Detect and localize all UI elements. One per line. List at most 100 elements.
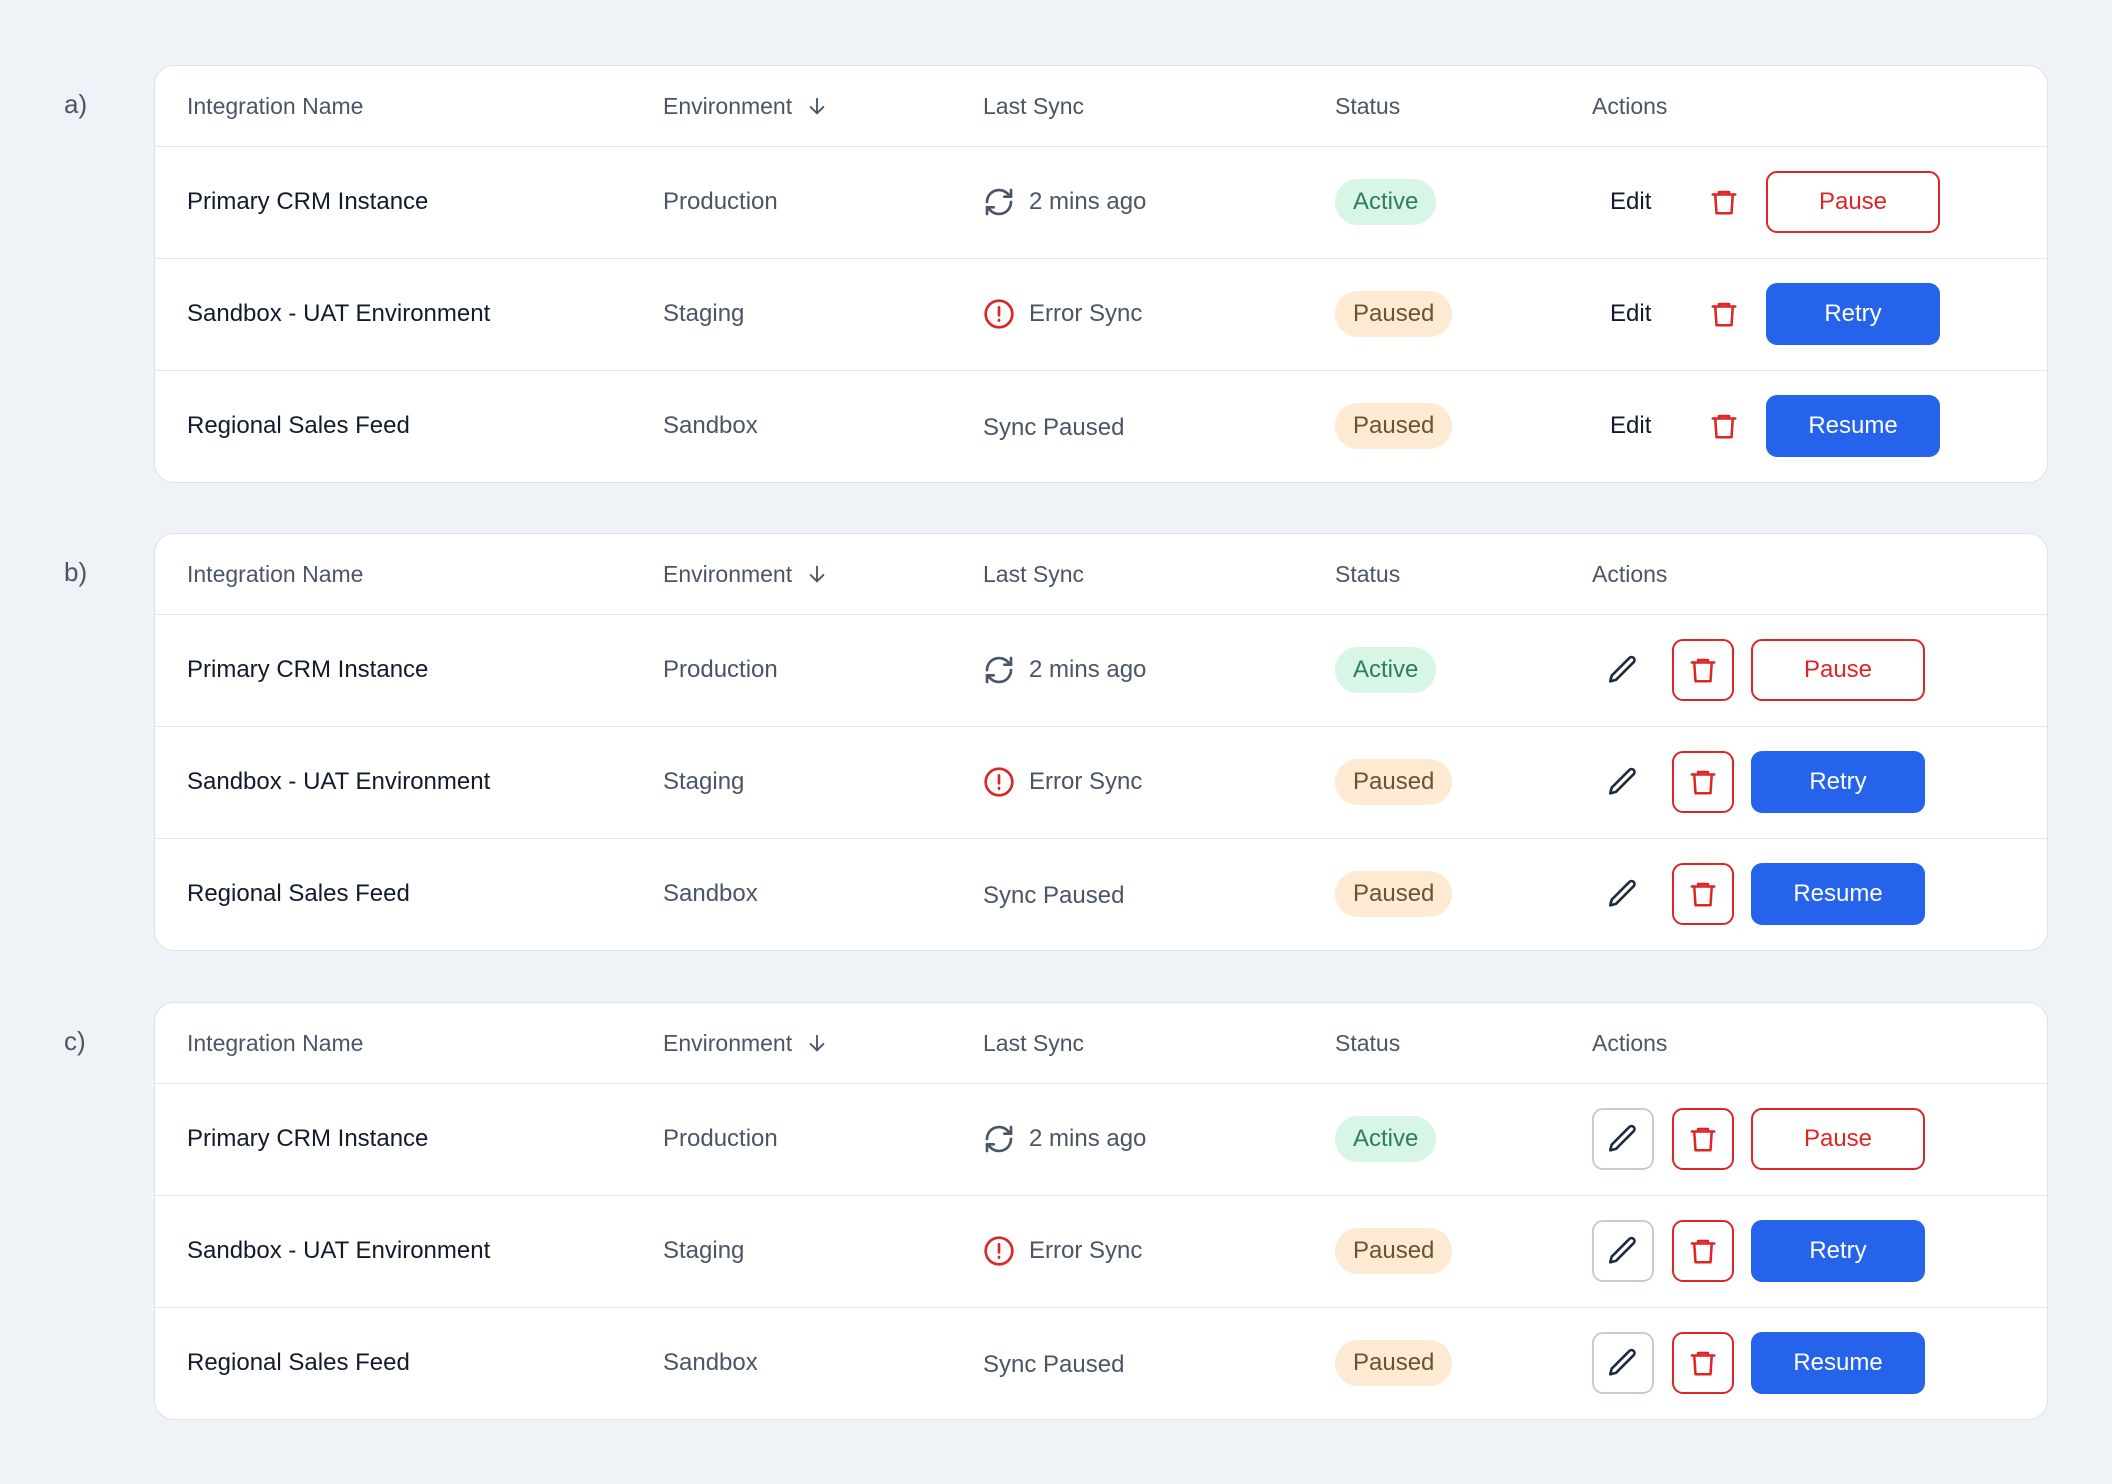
delete-button[interactable] [1693, 171, 1755, 233]
pencil-icon-part [1608, 767, 1636, 795]
sync-icon-part [985, 656, 1013, 684]
trash-icon-part [1690, 1127, 1716, 1152]
table-row: Sandbox - UAT Environment Staging Error Sy… [155, 1195, 2047, 1307]
delete-button[interactable] [1672, 1220, 1734, 1282]
status-pill: Paused [1335, 1340, 1453, 1386]
environment: Sandbox [663, 412, 758, 439]
environment: Production [663, 1125, 778, 1152]
trash-icon-part [1696, 1239, 1710, 1245]
trash-icon [1688, 1348, 1718, 1378]
delete-button[interactable] [1693, 395, 1755, 457]
trash-icon-part [1714, 193, 1734, 215]
edit-button[interactable] [1592, 751, 1654, 813]
status-pill: Active [1335, 179, 1437, 225]
trash-icon-part [1690, 1351, 1716, 1376]
status-cell: Paused [1335, 838, 1453, 950]
edit-button[interactable] [1592, 1108, 1654, 1170]
sync-icon [983, 186, 1015, 218]
sort-icon [806, 563, 828, 585]
header-text: Actions [1592, 92, 1668, 119]
panel-label: b) [64, 557, 88, 587]
trash-icon-part [1693, 773, 1713, 795]
trash-icon [1688, 1236, 1718, 1266]
last-sync: Sync Paused [983, 838, 1124, 950]
integration-name: Sandbox - UAT Environment [187, 1237, 491, 1264]
delete-button[interactable] [1672, 639, 1734, 701]
header-text: Environment [663, 560, 793, 587]
table-panel: Integration Name Environment Last Sync Stat… [154, 1002, 2048, 1420]
sort-icon [806, 1032, 828, 1054]
sync-icon-part [984, 299, 1014, 329]
last-sync-text: Error Sync [1029, 300, 1143, 327]
environment: Staging [663, 768, 745, 795]
header-text: Last Sync [983, 560, 1084, 587]
edit-button[interactable] [1592, 1332, 1654, 1394]
action-button[interactable]: Retry [1751, 1220, 1925, 1282]
pencil-icon-part [1608, 879, 1636, 907]
sync-icon-part [985, 1125, 1013, 1141]
sync-icon-part [985, 1137, 1013, 1153]
environment: Production [663, 188, 778, 215]
action-button[interactable]: Retry [1766, 283, 1940, 345]
action-button[interactable]: Resume [1766, 395, 1940, 457]
sort-icon-part [809, 574, 825, 583]
trash-icon-part [1690, 770, 1716, 795]
table-header: Integration Name Environment Last Sync Stat… [155, 66, 2047, 146]
sync-icon-part [985, 200, 1013, 216]
edit-link[interactable]: Edit [1610, 300, 1652, 327]
environment: Production [663, 656, 778, 683]
trash-icon-part [1693, 1130, 1713, 1152]
action-button[interactable]: Pause [1751, 639, 1925, 701]
edit-button[interactable] [1592, 1220, 1654, 1282]
action-button[interactable]: Resume [1751, 1332, 1925, 1394]
last-sync: 2 mins ago [983, 146, 1146, 258]
delete-button[interactable] [1672, 1332, 1734, 1394]
sync-icon-part [985, 188, 1013, 216]
pencil-icon [1606, 765, 1640, 799]
trash-icon [1709, 299, 1739, 329]
edit-link[interactable]: Edit [1610, 188, 1652, 215]
edit-button[interactable] [1592, 639, 1654, 701]
header-text: Actions [1592, 560, 1668, 587]
divider [155, 726, 2047, 727]
sync-icon-part [1003, 656, 1013, 666]
header-text: Last Sync [983, 1029, 1084, 1056]
trash-icon-part [1711, 414, 1737, 439]
trash-icon-part [1693, 1354, 1713, 1376]
trash-icon-part [1696, 770, 1710, 776]
table-row: Primary CRM Instance Production 2 mins ago… [155, 614, 2047, 726]
table-panel: Integration Name Environment Last Sync Stat… [154, 65, 2048, 483]
sync-icon-part [984, 1236, 1014, 1266]
integration-name: Sandbox - UAT Environment [187, 300, 491, 327]
trash-icon-part [1693, 1242, 1713, 1264]
header-text: Actions [1592, 1029, 1668, 1056]
last-sync: Error Sync [983, 258, 1142, 370]
status-pill: Paused [1335, 759, 1453, 805]
delete-button[interactable] [1693, 283, 1755, 345]
action-button[interactable]: Resume [1751, 863, 1925, 925]
edit-button[interactable] [1592, 863, 1654, 925]
sort-icon [806, 95, 828, 117]
status-cell: Paused [1335, 1307, 1453, 1419]
delete-button[interactable] [1672, 863, 1734, 925]
pencil-icon [1606, 1122, 1640, 1156]
last-sync-text: 2 mins ago [1029, 1125, 1147, 1152]
divider [155, 614, 2047, 615]
action-button[interactable]: Pause [1766, 171, 1940, 233]
sync-icon-part [984, 767, 1014, 797]
table-row: Regional Sales Feed Sandbox Sync Paused Pau… [155, 838, 2047, 950]
header-cell: Last Sync [983, 534, 1084, 614]
integration-name: Primary CRM Instance [187, 188, 429, 215]
action-button[interactable]: Pause [1751, 1108, 1925, 1170]
delete-button[interactable] [1672, 751, 1734, 813]
last-sync: Sync Paused [983, 1307, 1124, 1419]
trash-icon-part [1690, 1239, 1716, 1264]
pencil-icon-part [1608, 1124, 1636, 1152]
last-sync: 2 mins ago [983, 614, 1146, 726]
action-button[interactable]: Retry [1751, 751, 1925, 813]
delete-button[interactable] [1672, 1108, 1734, 1170]
status-pill: Paused [1335, 871, 1453, 917]
last-sync-text: Error Sync [1029, 768, 1143, 795]
divider [155, 1307, 2047, 1308]
edit-link[interactable]: Edit [1610, 412, 1652, 439]
